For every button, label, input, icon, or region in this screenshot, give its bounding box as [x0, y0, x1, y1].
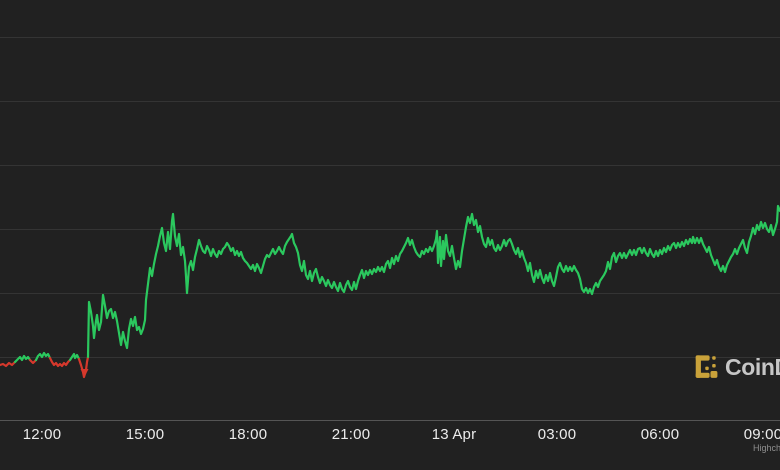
price-line-segment-up	[34, 351, 52, 362]
gridline	[0, 229, 780, 230]
gridline	[0, 165, 780, 166]
gridline	[0, 293, 780, 294]
price-line-segment-up	[13, 354, 32, 364]
x-axis-line	[0, 420, 780, 421]
coindesk-logo-icon	[695, 355, 718, 378]
x-axis-label: 12:00	[22, 426, 62, 443]
x-axis-label: 21:00	[331, 426, 371, 443]
coindesk-logo: CoinDesk	[694, 353, 780, 382]
x-axis-label: 09:00	[743, 426, 780, 443]
x-axis-label: 18:00	[228, 426, 268, 443]
highcharts-attribution[interactable]: Highcharts.com	[753, 443, 780, 453]
price-line-segment-up	[68, 352, 81, 362]
x-axis-label: 13 Apr	[431, 426, 477, 443]
price-line-segment-down	[0, 360, 17, 368]
x-axis-label: 03:00	[537, 426, 577, 443]
x-axis-label: 15:00	[125, 426, 165, 443]
price-line-segment-down	[77, 355, 90, 379]
price-line-segment-down	[48, 356, 72, 368]
price-line-segment-up	[86, 204, 780, 359]
gridline	[0, 101, 780, 102]
gridline	[0, 37, 780, 38]
price-line-segment-down	[28, 358, 38, 365]
coindesk-logo-text: CoinDesk	[725, 354, 780, 380]
gridline	[0, 357, 780, 358]
low-point-marker-icon	[80, 369, 89, 377]
x-axis-label: 06:00	[640, 426, 680, 443]
